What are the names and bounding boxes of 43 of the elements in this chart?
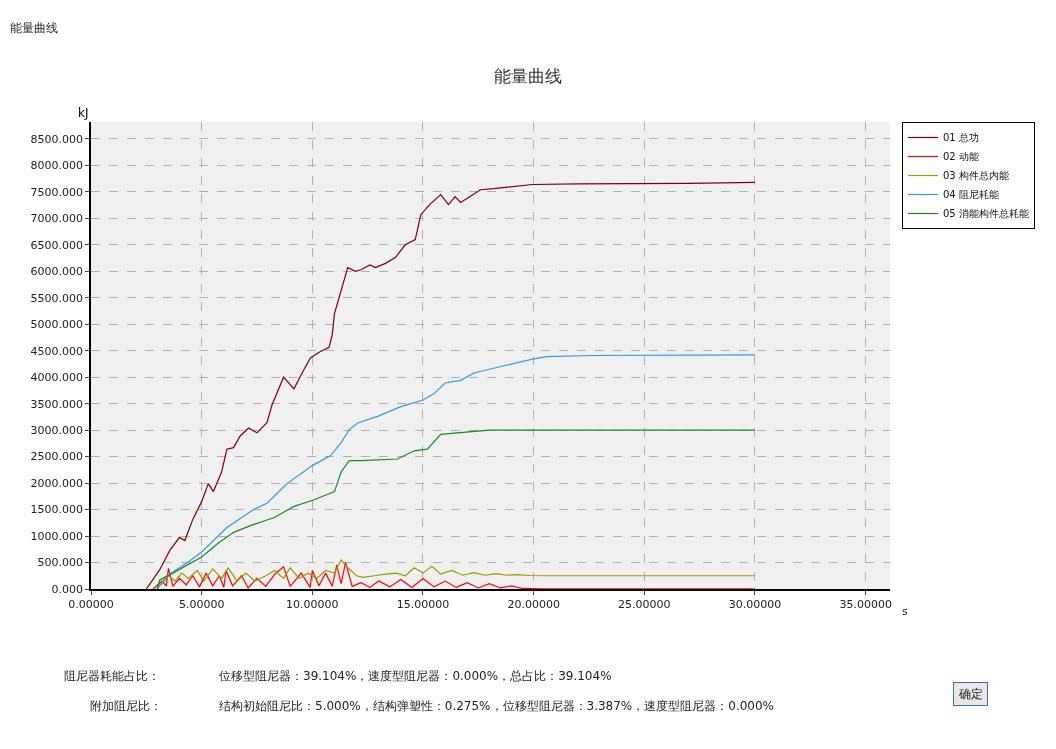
y-tick-label: 8000.000 [30, 159, 84, 173]
text: 确定 [958, 687, 983, 701]
text: 结构初始阻尼比：5.000%，结构弹塑性：0.275%，位移型阻尼器：3.387%，速度型阻尼器：0.000% [219, 699, 775, 713]
legend-label: 03 构件总内能 [942, 170, 1009, 182]
line-series [156, 354, 756, 589]
x-tick-label: 25.00000 [618, 597, 671, 611]
chart-title: 能量曲线 [494, 65, 562, 86]
x-tick-label: 15.00000 [396, 597, 450, 611]
x-axis-title: s [902, 605, 908, 618]
y-tick-label: 6500.000 [30, 238, 84, 252]
x-tick-label: 0.00000 [68, 597, 114, 611]
legend-label: 01 总功 [942, 132, 979, 144]
y-tick-label: 4500.000 [30, 344, 84, 358]
text: 能量曲线 [10, 21, 58, 35]
y-tick-label: 0.000 [51, 582, 84, 596]
y-tick-label: 3000.000 [30, 424, 84, 438]
y-tick-label: 1500.000 [30, 503, 84, 517]
y-tick-label: 4000.000 [30, 371, 84, 385]
x-tick-label: 10.00000 [286, 597, 339, 611]
y-tick-label: 8500.000 [30, 132, 84, 146]
y-tick-label: 2500.000 [30, 450, 84, 464]
line-series [145, 181, 756, 589]
y-tick-label: 5500.000 [30, 291, 84, 305]
text: 阻尼器耗能占比： [64, 669, 160, 683]
x-tick-label: 20.00000 [507, 597, 560, 611]
x-tick-label: 30.00000 [728, 597, 782, 611]
y-axis-title: kJ [78, 106, 89, 120]
y-tick-label: 3500.000 [30, 397, 84, 411]
legend-label: 04 阻尼耗能 [942, 189, 999, 201]
y-tick-label: 6000.000 [30, 265, 84, 279]
line-series [156, 429, 756, 589]
y-tick-label: 5000.000 [30, 318, 84, 332]
y-tick-label: 500.000 [37, 556, 84, 570]
y-tick-label: 7000.000 [30, 212, 84, 226]
x-tick-label: 5.00000 [178, 597, 225, 611]
text: 位移型阻尼器：39.104%，速度型阻尼器：0.000%，总占比：39.104% [219, 669, 612, 683]
legend-label: 02 动能 [942, 151, 979, 163]
x-tick-label: 35.00000 [839, 597, 892, 611]
y-tick-label: 2000.000 [30, 476, 84, 490]
y-tick-label: 1000.000 [30, 529, 84, 543]
text: 附加阻尼比： [90, 699, 162, 713]
y-tick-label: 7500.000 [30, 185, 84, 199]
legend-label: 05 消能构件总耗能 [942, 208, 1029, 220]
